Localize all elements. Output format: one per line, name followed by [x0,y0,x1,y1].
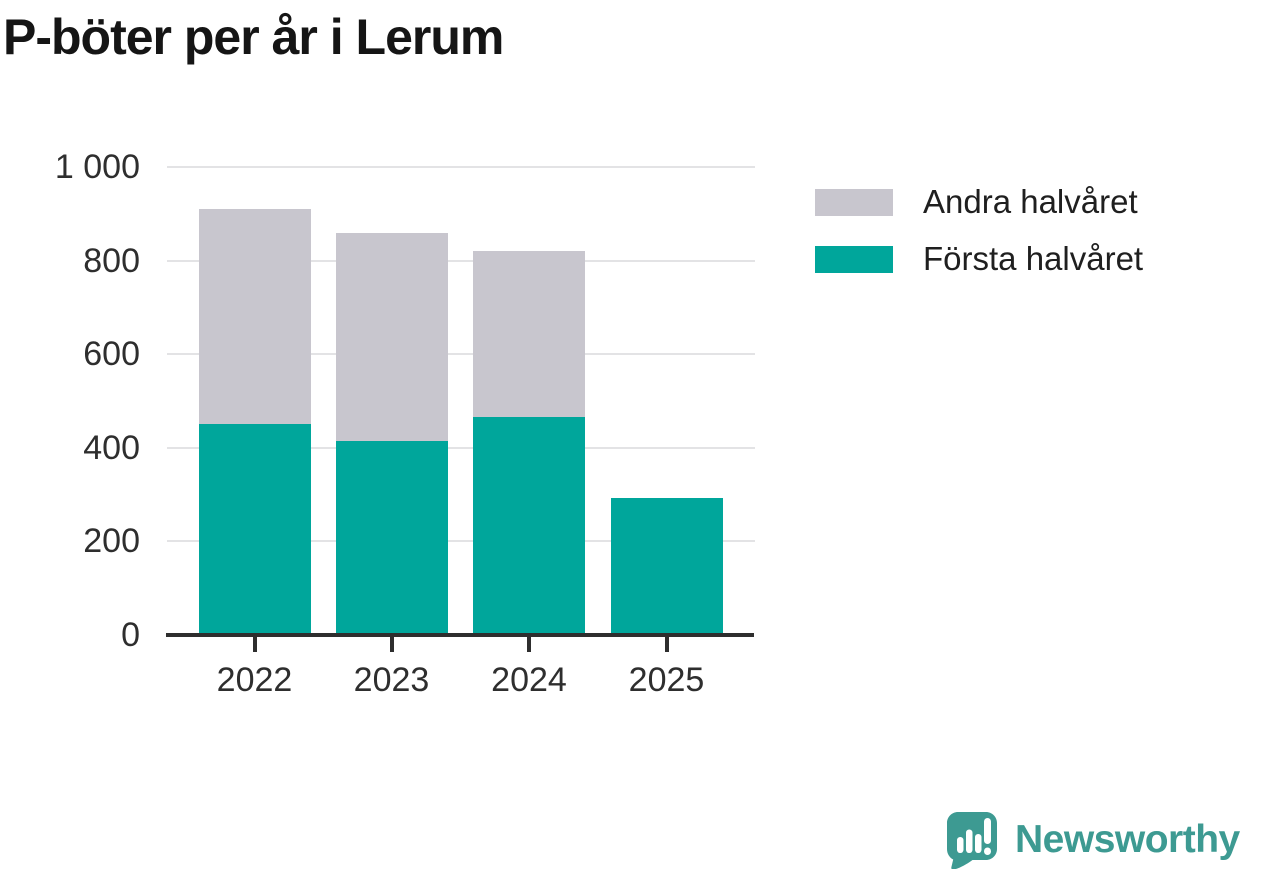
gridline-600 [167,353,755,356]
gridline-800 [167,259,755,262]
legend-swatch-forsta-halvaret [815,245,893,273]
x-tick-2023 [389,637,394,652]
bar-2023-forsta-halvaret [335,440,448,633]
bar-2022-andra-halvaret [198,209,311,425]
y-tick-label-400: 400 [83,428,140,467]
legend-label-andra-halvaret: Andra halvåret [923,183,1138,220]
bar-2023-andra-halvaret [335,232,448,441]
y-tick-label-0: 0 [121,616,140,654]
x-tick-2022 [252,637,257,652]
y-tick-label-1000: 1 000 [54,148,140,186]
gridline-200 [167,540,755,543]
legend-label-forsta-halvaret: Första halvåret [923,240,1144,277]
brand-name: Newsworthy [1015,818,1240,861]
legend-item-forsta-halvaret: Första halvåret [815,240,1143,277]
gridline-400 [167,446,755,449]
x-axis-line [166,633,754,637]
x-tick-label-2025: 2025 [628,661,705,699]
x-tick-label-2023: 2023 [353,661,430,699]
y-tick-label-600: 600 [83,335,140,374]
x-tick-2024 [527,637,531,652]
y-tick-label-800: 800 [83,241,140,280]
x-tick-label-2024: 2024 [491,661,567,699]
bar-2022-forsta-halvaret [198,424,311,633]
chart-title: P-böter per år i Lerum [3,9,504,65]
legend-swatch-andra-halvaret [815,188,893,216]
bar-2025-forsta-halvaret [610,497,723,633]
gridline-1000 [167,166,755,168]
bar-2024-andra-halvaret [473,251,585,418]
newsworthy-logo-icon [947,812,997,869]
branding: Newsworthy [946,811,1240,869]
legend: Andra halvåret Första halvåret [815,183,1143,277]
bar-2024-forsta-halvaret [473,417,585,633]
x-tick-label-2022: 2022 [216,661,293,699]
x-tick-2025 [664,637,669,652]
legend-item-andra-halvaret: Andra halvåret [815,183,1143,220]
y-tick-label-200: 200 [83,522,140,561]
